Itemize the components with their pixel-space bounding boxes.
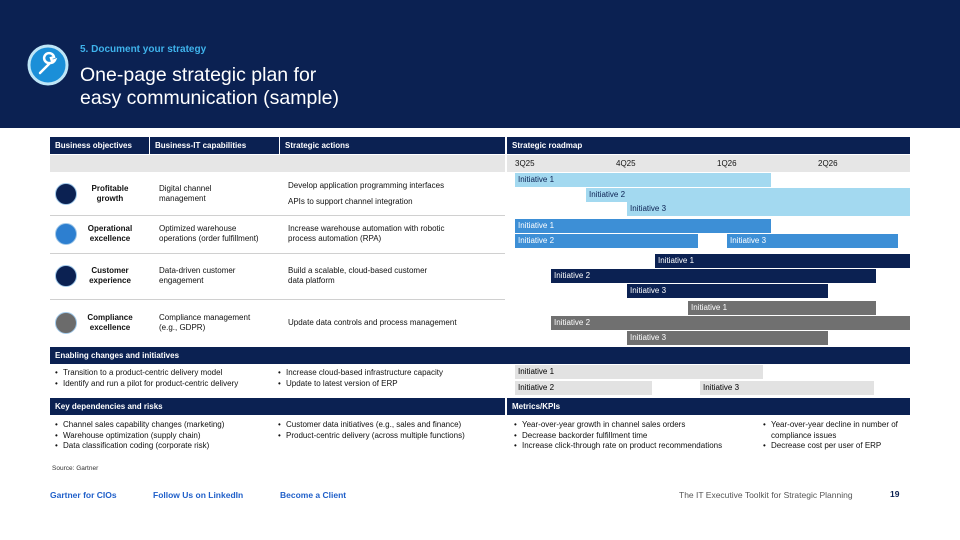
column-header: Strategic roadmap	[507, 137, 910, 154]
bullet: Customer data initiatives (e.g., sales a…	[278, 420, 493, 431]
bullet-list: Transition to a product-centric delivery…	[55, 368, 238, 389]
section-header: Enabling changes and initiatives	[50, 347, 910, 364]
actions-line: APIs to support channel integration	[288, 196, 413, 206]
capability-line: Data-driven customer	[159, 266, 236, 275]
quarter-row-bg	[50, 155, 505, 172]
roadmap-bar: Initiative 1	[655, 254, 910, 268]
roadmap-bar: Initiative 1	[515, 365, 763, 379]
objective-line: Profitable	[91, 183, 129, 193]
bullet-list: Increase cloud-based infrastructure capa…	[278, 368, 443, 389]
footer-title: The IT Executive Toolkit for Strategic P…	[679, 490, 853, 500]
bullet: Decrease backorder fulfillment time	[514, 431, 764, 442]
objective-line: Compliance	[87, 312, 133, 322]
objective-line: Customer	[91, 266, 129, 275]
actions-line: Develop application programming interfac…	[288, 180, 445, 190]
objective-line: experience	[89, 276, 131, 285]
bullet: Decrease cost per user of ERP	[763, 441, 908, 452]
column-header: Strategic actions	[280, 137, 505, 154]
actions-line: Update data controls and process managem…	[288, 317, 457, 327]
bullet-list: Customer data initiatives (e.g., sales a…	[278, 420, 493, 441]
section-header: Key dependencies and risks	[50, 398, 505, 415]
column-header: Business objectives	[50, 137, 149, 154]
strategy-icon	[27, 44, 69, 86]
objective-line: excellence	[89, 234, 131, 243]
roadmap-bar: Initiative 2	[586, 188, 910, 202]
step-label: 5. Document your strategy	[80, 44, 207, 55]
capability-line: Optimized warehouse	[159, 224, 237, 233]
bullet: Increase click-through rate on product r…	[514, 441, 764, 452]
capability-line: Digital channel	[159, 183, 212, 193]
capability-line: management	[159, 193, 206, 203]
objective-line: Operational	[87, 224, 133, 233]
roadmap-bar: Initiative 1	[515, 173, 771, 187]
roadmap-bar: Initiative 2	[515, 234, 698, 248]
objective-line: growth	[96, 193, 124, 203]
roadmap-bar: Initiative 2	[551, 269, 876, 283]
objective-icon	[55, 223, 77, 245]
capability-line: engagement	[159, 276, 204, 285]
actions-line: process automation (RPA)	[288, 234, 382, 243]
bullet: Increase cloud-based infrastructure capa…	[278, 368, 443, 379]
roadmap-bar: Initiative 2	[515, 381, 652, 395]
row-separator	[50, 299, 505, 300]
objective-line: excellence	[89, 322, 131, 332]
header-band	[0, 0, 960, 128]
objective-icon	[55, 265, 77, 287]
roadmap-bar: Initiative 2	[551, 316, 910, 330]
footer-link[interactable]: Follow Us on LinkedIn	[153, 490, 244, 500]
source: Source: Gartner	[52, 465, 99, 472]
bullet: Channel sales capability changes (market…	[55, 420, 270, 431]
title-line: One-page strategic plan for	[80, 64, 317, 86]
bullet-list: Year-over-year growth in channel sales o…	[514, 420, 764, 452]
title: One-page strategic plan for easy communi…	[80, 64, 339, 110]
capability-line: (e.g., GDPR)	[159, 322, 206, 332]
roadmap-bar: Initiative 3	[627, 202, 910, 216]
quarter-row-bg	[507, 155, 910, 172]
footer-link[interactable]: Become a Client	[280, 490, 347, 500]
bullet: Transition to a product-centric delivery…	[55, 368, 238, 379]
page-number: 19	[890, 489, 900, 499]
roadmap-bar: Initiative 3	[627, 331, 828, 345]
roadmap-bar: Initiative 3	[700, 381, 874, 395]
title-line: easy communication (sample)	[80, 87, 340, 109]
actions-line: data platform	[288, 276, 335, 285]
bullet: Year-over-year decline in number of comp…	[763, 420, 908, 441]
roadmap-bar: Initiative 1	[515, 219, 771, 233]
bullet-list: Year-over-year decline in number of comp…	[763, 420, 908, 452]
quarter: 3Q25	[515, 159, 535, 168]
row-separator	[50, 215, 505, 216]
roadmap-bar: Initiative 3	[727, 234, 898, 248]
objective-icon	[55, 182, 77, 205]
bullet: Update to latest version of ERP	[278, 379, 443, 390]
actions-line: Increase warehouse automation with robot…	[288, 224, 445, 233]
capability-line: operations (order fulfillment)	[159, 234, 259, 243]
footer-link[interactable]: Gartner for CIOs	[50, 490, 117, 500]
roadmap-bar: Initiative 3	[627, 284, 828, 298]
quarter: 2Q26	[818, 159, 838, 168]
actions-line: Build a scalable, cloud-based customer	[288, 266, 428, 275]
column-header: Business-IT capabilities	[150, 137, 279, 154]
capability-line: Compliance management	[159, 312, 251, 322]
quarter: 4Q25	[616, 159, 636, 168]
objective-icon	[55, 311, 77, 334]
bullet-list: Channel sales capability changes (market…	[55, 420, 270, 452]
roadmap-bar: Initiative 1	[688, 301, 876, 315]
bullet: Product-centric delivery (across multipl…	[278, 431, 493, 442]
bullet: Warehouse optimization (supply chain)	[55, 431, 270, 442]
quarter: 1Q26	[717, 159, 737, 168]
section-header: Metrics/KPIs	[507, 398, 910, 415]
bullet: Data classification coding (corporate ri…	[55, 441, 270, 452]
row-separator	[50, 253, 505, 254]
bullet: Year-over-year growth in channel sales o…	[514, 420, 764, 431]
bullet: Identify and run a pilot for product-cen…	[55, 379, 238, 390]
